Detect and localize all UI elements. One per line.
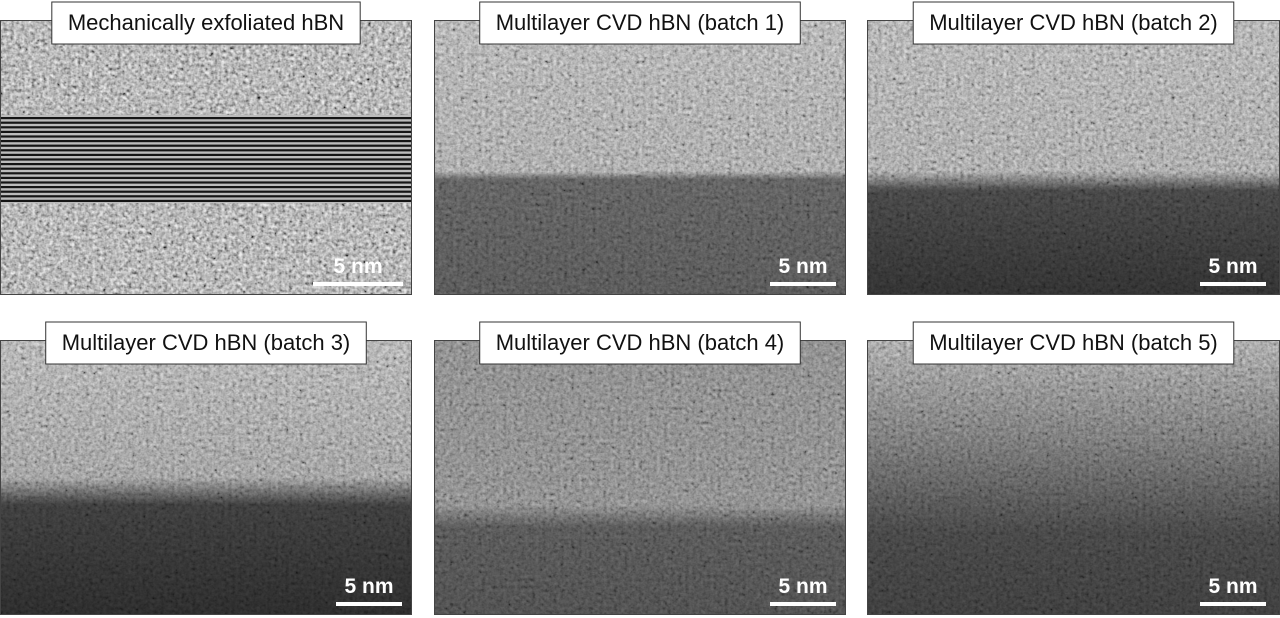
scale-bar-label: 5 nm (333, 255, 382, 278)
title-box (912, 321, 1235, 365)
micrograph-panel: 5 nm Mechanically exfoliated hBN (0, 1, 412, 295)
panel-title: Multilayer CVD hBN (batch 4) (496, 330, 785, 355)
scale-bar-label: 5 nm (344, 575, 393, 598)
substrate-shade (434, 20, 846, 295)
panel-title: Mechanically exfoliated hBN (68, 10, 344, 35)
title-box (912, 1, 1235, 45)
scale-bar (313, 282, 403, 286)
lattice-fringe (0, 172, 412, 175)
substrate-shade (867, 20, 1280, 295)
lattice-fringe (0, 158, 412, 161)
lattice-fringe (0, 181, 412, 184)
lattice-fringe (0, 140, 412, 143)
lattice-fringe (0, 144, 412, 147)
title-box (51, 1, 361, 45)
substrate-shade (0, 340, 412, 615)
panel-title: Multilayer CVD hBN (batch 1) (496, 10, 785, 35)
micrograph-panel: 5 nm Multilayer CVD hBN (batch 1) (434, 1, 846, 295)
lattice-fringe (0, 176, 412, 179)
scale-bar-label: 5 nm (778, 575, 827, 598)
scale-bar (336, 602, 402, 606)
lattice-fringe (0, 149, 412, 152)
panel-title: Multilayer CVD hBN (batch 3) (62, 330, 351, 355)
lattice-fringe (0, 130, 412, 133)
title-box (479, 321, 801, 365)
lattice-fringe (0, 117, 412, 120)
micrograph-panel: 5 nm Multilayer CVD hBN (batch 2) (867, 1, 1280, 295)
lattice-fringe (0, 186, 412, 189)
scale-bar (770, 602, 836, 606)
title-box (45, 321, 367, 365)
lattice-fringe (0, 167, 412, 170)
panel-title: Multilayer CVD hBN (batch 5) (929, 330, 1218, 355)
lattice-fringe (0, 135, 412, 138)
lattice-fringe (0, 153, 412, 156)
lattice-fringe (0, 163, 412, 166)
micrograph-panel: 5 nm Multilayer CVD hBN (batch 5) (867, 321, 1280, 615)
scale-bar (1200, 602, 1266, 606)
lattice-fringe (0, 126, 412, 129)
scale-bar (770, 282, 836, 286)
substrate-shade (434, 340, 846, 615)
lattice-fringe (0, 199, 412, 202)
scale-bar (1200, 282, 1266, 286)
lattice-fringe (0, 190, 412, 193)
scale-bar-label: 5 nm (1208, 575, 1257, 598)
micrograph-panel: 5 nm Multilayer CVD hBN (batch 4) (434, 321, 846, 615)
lattice-fringe (0, 195, 412, 198)
title-box (479, 1, 801, 45)
scale-bar-label: 5 nm (778, 255, 827, 278)
lattice-fringe (0, 121, 412, 124)
substrate-shade (867, 340, 1280, 615)
panel-title: Multilayer CVD hBN (batch 2) (929, 10, 1218, 35)
micrograph-panel: 5 nm Multilayer CVD hBN (batch 3) (0, 321, 412, 615)
scale-bar-label: 5 nm (1208, 255, 1257, 278)
